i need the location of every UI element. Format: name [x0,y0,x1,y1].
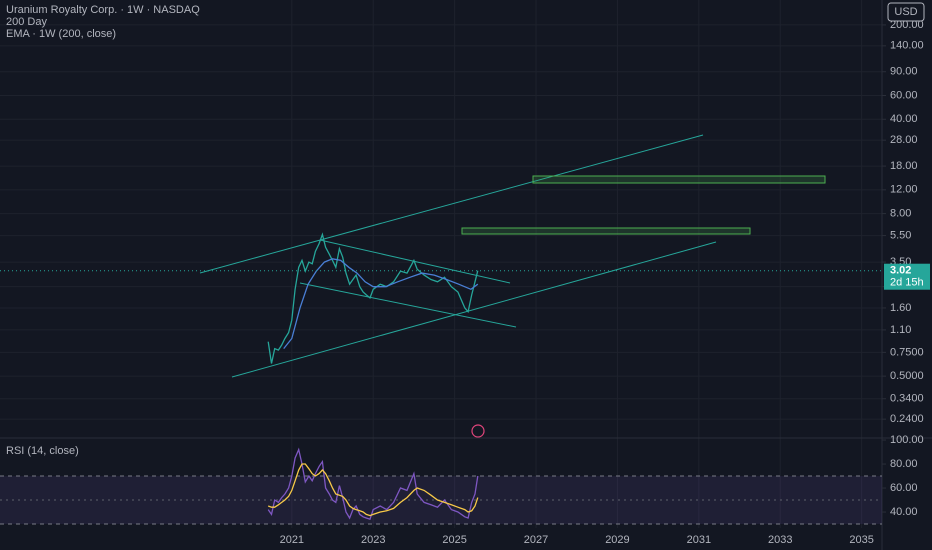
y-tick-label: 0.7500 [890,346,924,358]
grid [0,0,882,528]
y-tick-label: 40.00 [890,506,918,518]
countdown: 2d 15h [890,277,924,289]
x-tick-label: 2035 [849,534,873,546]
y-tick-label: 0.3400 [890,393,924,405]
y-tick-label: 200.00 [890,19,924,31]
x-tick-label: 2025 [442,534,466,546]
indicator-label: 200 Day [6,16,47,28]
y-tick-label: 1.60 [890,302,911,314]
series-line [267,232,479,364]
y-tick-label: 1.10 [890,324,911,336]
channel-lower [231,241,717,378]
currency[interactable]: USD [894,6,917,18]
last-price: 3.02 [890,265,911,277]
event-icon[interactable] [471,424,485,438]
x-tick-label: 2029 [605,534,629,546]
y-tick-label: 28.00 [890,134,918,146]
target-zone [461,227,751,235]
y-tick-label: 140.00 [890,40,924,52]
channel-upper [199,134,704,274]
y-tick-label: 0.5000 [890,370,924,382]
x-tick-label: 2031 [687,534,711,546]
y-tick-label: 60.00 [890,89,918,101]
y-tick-label: 40.00 [890,113,918,125]
y-tick-label: 8.00 [890,208,911,220]
last-price-box [884,263,930,290]
currency-button[interactable] [887,2,925,22]
y-tick-label: 18.00 [890,160,918,172]
y-tick-label: 12.00 [890,184,918,196]
y-tick-label: 100.00 [890,434,924,446]
y-tick-label: 80.00 [890,458,918,470]
series-line [283,258,479,350]
chart-title: Uranium Royalty Corp. · 1W · NASDAQ [6,4,200,16]
x-tick-label: 2023 [361,534,385,546]
series-line [267,447,479,521]
y-tick-label: 90.00 [890,66,918,78]
series-line [267,463,479,517]
y-tick-label: 5.50 [890,229,911,241]
x-tick-label: 2021 [280,534,304,546]
target-zone [532,175,826,184]
x-tick-label: 2033 [768,534,792,546]
wedge-lower [299,282,517,328]
x-tick-label: 2027 [524,534,548,546]
indicator-label: EMA · 1W (200, close) [6,28,116,40]
rsi-band [0,476,882,525]
y-tick-label: 0.2400 [890,413,924,425]
y-tick-label: 60.00 [890,482,918,494]
plot [0,232,882,525]
rsi-title: RSI (14, close) [6,445,79,457]
